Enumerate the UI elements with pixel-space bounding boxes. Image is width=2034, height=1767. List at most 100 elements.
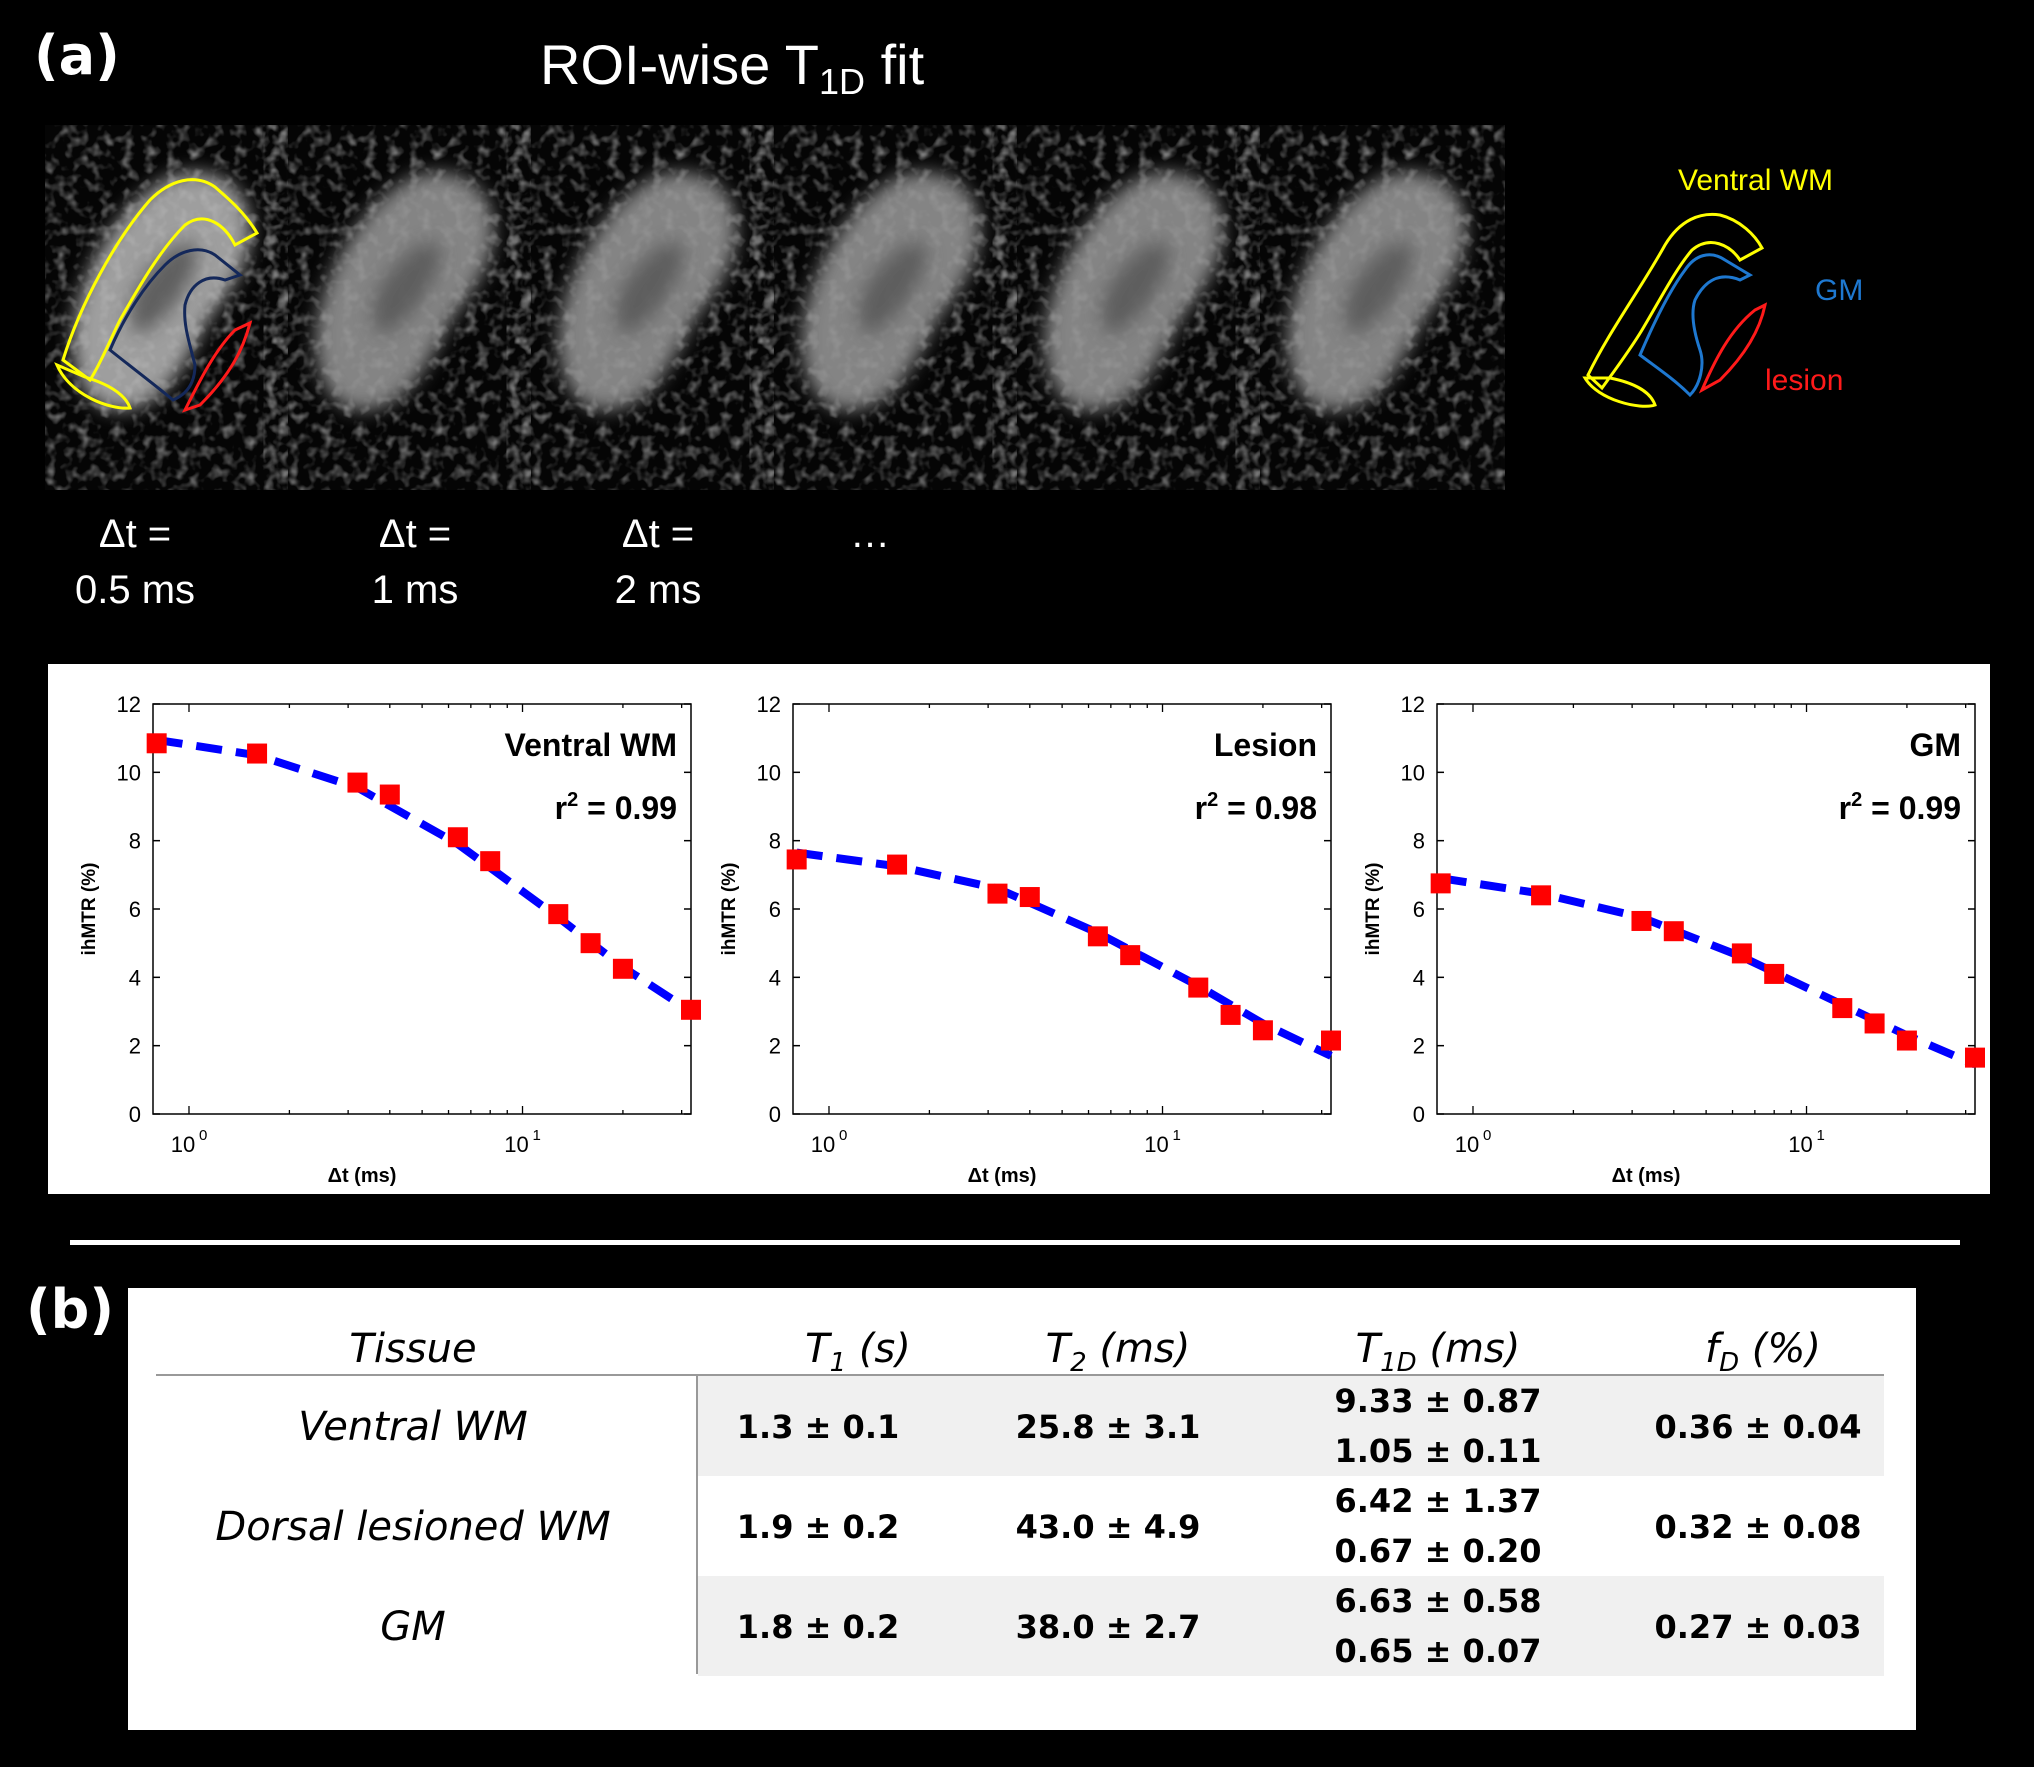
data-point [247,743,268,764]
y-axis-label: ihMTR (%) [719,863,740,956]
spinal-cord-shape [315,172,494,411]
mri-frame-4 [774,125,1015,490]
x-tick-exponent: 0 [839,1127,847,1144]
data-point [447,827,468,848]
mri-frame-1 [45,125,286,490]
delta-label-ellipsis: … [850,512,890,556]
data-point [1965,1047,1985,1068]
row1-t1: 1.3 ± 0.1 [736,1408,900,1446]
data-point [786,849,807,870]
y-tick-label: 0 [1413,1102,1425,1127]
data-point [379,784,400,805]
data-point [580,933,601,954]
row2-t1: 1.9 ± 0.2 [736,1508,900,1546]
row1-t1d: 9.33 ± 0.87 1.05 ± 0.11 [1334,1382,1542,1470]
x-tick-exponent: 0 [1483,1127,1491,1144]
data-point [1430,873,1451,894]
row3-fd: 0.27 ± 0.03 [1654,1608,1862,1646]
row2-fd: 0.32 ± 0.08 [1654,1508,1862,1546]
header-t1d: T1D (ms) [1355,1326,1521,1378]
spinal-cord-shape [1287,172,1466,411]
mri-frame-5 [1017,125,1258,490]
data-point [146,733,167,754]
x-axis-label: Δt (ms) [968,1165,1037,1187]
data-point [1087,926,1108,947]
x-tick-exponent: 1 [1173,1127,1181,1144]
column-rule [696,1376,698,1674]
legend-gm: GM [1815,274,1864,307]
data-point [1631,910,1652,931]
row2-t1d: 6.42 ± 1.37 0.67 ± 0.20 [1334,1482,1542,1570]
y-tick-label: 12 [757,692,781,717]
panel-a-label: (a) [34,24,120,87]
mri-images [45,125,1501,490]
data-point [1663,921,1684,942]
row2-tissue: Dorsal lesioned WM [215,1504,611,1550]
row1-t2: 25.8 ± 3.1 [1015,1408,1201,1446]
data-point [1188,977,1209,998]
y-axis-label: ihMTR (%) [1363,863,1384,956]
mri-frame-2 [288,125,529,490]
y-tick-label: 2 [769,1034,781,1059]
x-tick-label: 10 [1455,1132,1479,1157]
roi-lesion-outline [182,320,253,413]
y-axis-label: ihMTR (%) [79,863,100,956]
x-axis-label: Δt (ms) [1612,1165,1681,1187]
results-table: Tissue T1 (s) T2 (ms) T1D (ms) fD (%) Ve… [128,1288,1916,1730]
data-point [1896,1030,1917,1051]
y-tick-label: 0 [769,1102,781,1127]
y-tick-label: 4 [129,965,141,990]
data-point [1864,1013,1885,1034]
header-tissue: Tissue [349,1326,477,1372]
data-point [347,772,368,793]
data-point [612,958,633,979]
roi-ventral-outline [54,178,260,410]
legend-lesion: lesion [1765,364,1844,397]
data-point [1321,1030,1341,1051]
plot-area [1436,703,1976,1115]
y-tick-label: 6 [129,897,141,922]
y-tick-label: 8 [769,829,781,854]
roi-legend-drawing [1582,212,1768,408]
spinal-cord-shape [72,172,251,411]
mri-frame-6 [1260,125,1501,490]
y-tick-label: 10 [1401,760,1425,785]
delta-label-3: Δt = 2 ms [614,512,702,612]
data-point [1764,963,1785,984]
x-tick-label: 10 [1788,1132,1812,1157]
header-fd: fD (%) [1704,1326,1822,1378]
y-tick-label: 4 [769,965,781,990]
y-tick-label: 12 [117,692,141,717]
spinal-cord-shape [801,172,980,411]
legend-ventral-outline [1586,212,1765,391]
header-rule [156,1374,1884,1376]
data-point [887,854,908,875]
row3-t1d: 6.63 ± 0.58 0.65 ± 0.07 [1334,1582,1542,1670]
y-tick-label: 6 [769,897,781,922]
y-tick-label: 2 [129,1034,141,1059]
data-point [1731,943,1752,964]
x-tick-exponent: 0 [199,1127,207,1144]
x-tick-label: 10 [1144,1132,1168,1157]
plot-area [152,703,692,1115]
data-point [681,999,701,1020]
figure-title: ROI-wise T1D fit [540,33,925,102]
y-tick-label: 4 [1413,965,1425,990]
spinal-cord-shape [558,172,737,411]
data-point [1220,1004,1241,1025]
legend-gm-outline [1638,253,1754,398]
legend-lesion-outline [1698,302,1768,394]
r-squared: r2 = 0.98 [1195,789,1317,826]
x-tick-label: 10 [504,1132,528,1157]
x-tick-label: 10 [171,1132,195,1157]
header-t1: T1 (s) [805,1326,911,1378]
y-tick-label: 12 [1401,692,1425,717]
row2-t2: 43.0 ± 4.9 [1015,1508,1201,1546]
data-point [1019,887,1040,908]
data-point [1832,998,1853,1019]
x-tick-exponent: 1 [533,1127,541,1144]
row3-t1: 1.8 ± 0.2 [736,1608,900,1646]
